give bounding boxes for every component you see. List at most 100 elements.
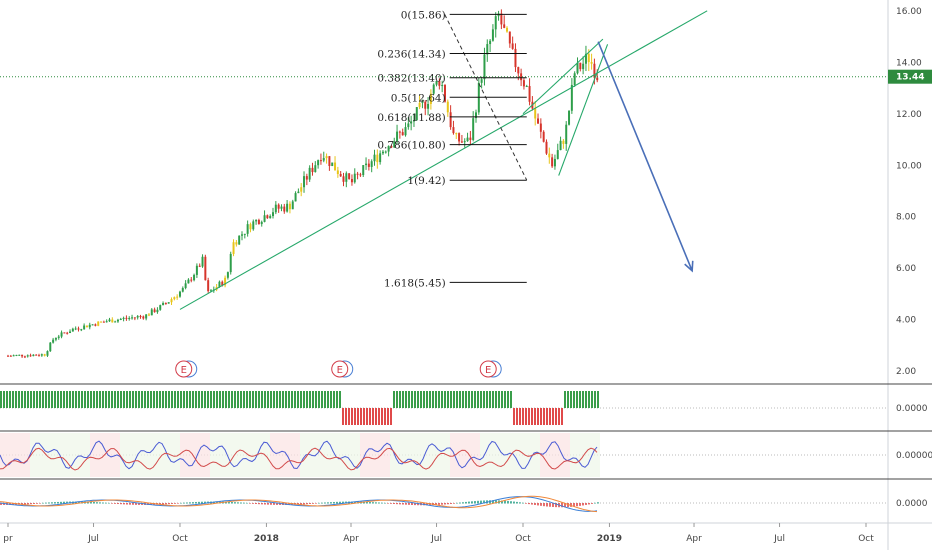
ind1-bar-up bbox=[279, 391, 281, 408]
candle-body bbox=[66, 332, 69, 334]
candle-body bbox=[508, 31, 511, 44]
ind1-bar-up bbox=[282, 391, 284, 408]
candle-body bbox=[128, 318, 131, 320]
time-axis[interactable]: pr Jul Oct 2018 Apr Jul Oct 2019 Apr Jul Oct bbox=[3, 523, 874, 544]
candle-body bbox=[424, 101, 427, 109]
ind3-hist-bar bbox=[126, 503, 128, 505]
ind1-bar-up bbox=[486, 391, 488, 408]
fibonacci-retracement[interactable]: 0(15.86) 0.236(14.34) 0.382(13.40) 0.5(12.6… bbox=[377, 9, 528, 289]
ind1-bar-up bbox=[135, 391, 137, 408]
ind3-hist-bar bbox=[585, 503, 587, 505]
candle-body bbox=[367, 163, 370, 167]
ind3-hist-bar bbox=[384, 502, 386, 504]
ind3-hist-bar bbox=[288, 503, 290, 505]
candle-body bbox=[178, 291, 181, 297]
fib-level-label: 0(15.86) bbox=[401, 9, 446, 21]
ind1-bar-up bbox=[309, 391, 311, 408]
ind3-hist-bar bbox=[378, 502, 380, 504]
ind3-hist-bar bbox=[369, 501, 371, 504]
candle-body bbox=[18, 354, 21, 356]
ind3-hist-bar bbox=[408, 503, 410, 505]
ind3-hist-bar bbox=[120, 503, 122, 505]
candle-body bbox=[393, 141, 396, 148]
ind1-bar-up bbox=[402, 391, 404, 408]
ind1-bar-up bbox=[408, 391, 410, 408]
forecast-arrow[interactable] bbox=[597, 41, 694, 273]
ind1-bar-down bbox=[549, 408, 551, 425]
candle-body bbox=[235, 242, 238, 245]
ind3-hist-bar bbox=[174, 503, 176, 504]
candle-body bbox=[297, 191, 300, 194]
ind1-bar-down bbox=[363, 408, 365, 425]
ind1-bar-up bbox=[216, 391, 218, 408]
candle-body bbox=[204, 256, 207, 281]
candle-body bbox=[60, 332, 63, 337]
last-price-line: 13.44 bbox=[0, 69, 932, 84]
ind1-bar-down bbox=[378, 408, 380, 425]
ind1-bar-down bbox=[555, 408, 557, 425]
candle-body bbox=[565, 124, 568, 144]
candle-body bbox=[339, 174, 342, 177]
candle-body bbox=[458, 133, 461, 142]
ind2-shade bbox=[30, 433, 60, 477]
ind3-hist-bar bbox=[132, 503, 134, 505]
candle-body bbox=[418, 102, 421, 108]
ind1-bar-up bbox=[78, 391, 80, 408]
candle-body bbox=[52, 339, 55, 343]
candle-body bbox=[455, 133, 458, 135]
candle-body bbox=[345, 173, 348, 182]
candle-body bbox=[452, 127, 455, 134]
trendlines[interactable] bbox=[179, 10, 708, 310]
ind3-hist-bar bbox=[597, 502, 599, 504]
candle-body bbox=[545, 141, 548, 154]
ind1-bar-up bbox=[303, 391, 305, 408]
candle-body bbox=[390, 146, 393, 148]
ind2-shade bbox=[0, 433, 30, 477]
candle-body bbox=[500, 13, 503, 25]
ind3-hist-bar bbox=[318, 502, 320, 504]
ind1-bar-up bbox=[336, 391, 338, 408]
ind1-bar-up bbox=[327, 391, 329, 408]
ind1-bar-down bbox=[558, 408, 560, 425]
candle-body bbox=[170, 299, 173, 303]
forecast-arrow-head bbox=[684, 260, 694, 273]
ind1-bar-up bbox=[195, 391, 197, 408]
ind3-hist-bar bbox=[168, 503, 170, 505]
candle-body bbox=[38, 355, 41, 357]
ind1-bar-up bbox=[597, 391, 599, 408]
ind1-bar-up bbox=[27, 391, 29, 408]
ind3-hist-bar bbox=[198, 501, 200, 504]
ind3-hist-bar bbox=[444, 503, 446, 505]
ind1-bar-up bbox=[471, 391, 473, 408]
candle-body bbox=[362, 165, 365, 176]
ind1-bar-up bbox=[498, 391, 500, 408]
ind1-bar-up bbox=[291, 391, 293, 408]
ind3-hist-bar bbox=[501, 500, 503, 504]
candle-body bbox=[404, 127, 407, 136]
ind1-bar-down bbox=[381, 408, 383, 425]
ind2-shade bbox=[270, 433, 300, 477]
ind1-bar-up bbox=[429, 391, 431, 408]
price-axis[interactable]: 16.00 14.00 12.00 10.00 8.00 6.00 4.00 2.00 bbox=[896, 7, 922, 377]
candle-body bbox=[226, 272, 229, 278]
ind1-bar-up bbox=[234, 391, 236, 408]
candle-body bbox=[317, 160, 320, 166]
time-tick-label: 2019 bbox=[597, 534, 622, 544]
ind3-hist-bar bbox=[30, 503, 32, 505]
ind3-hist-bar bbox=[594, 502, 596, 504]
ind1-bar-up bbox=[300, 391, 302, 408]
ind1-bar-up bbox=[582, 391, 584, 408]
ind1-bar-up bbox=[468, 391, 470, 408]
indicator-3-macd bbox=[0, 495, 599, 513]
ind1-bar-down bbox=[348, 408, 350, 425]
ind1-bar-up bbox=[306, 391, 308, 408]
ind3-hist-bar bbox=[33, 503, 35, 504]
candle-body bbox=[12, 355, 15, 357]
candle-body bbox=[246, 224, 249, 234]
ind3-hist-bar bbox=[240, 502, 242, 504]
candle-body bbox=[438, 81, 441, 86]
ind1-bar-up bbox=[12, 391, 14, 408]
ind1-bar-up bbox=[249, 391, 251, 408]
